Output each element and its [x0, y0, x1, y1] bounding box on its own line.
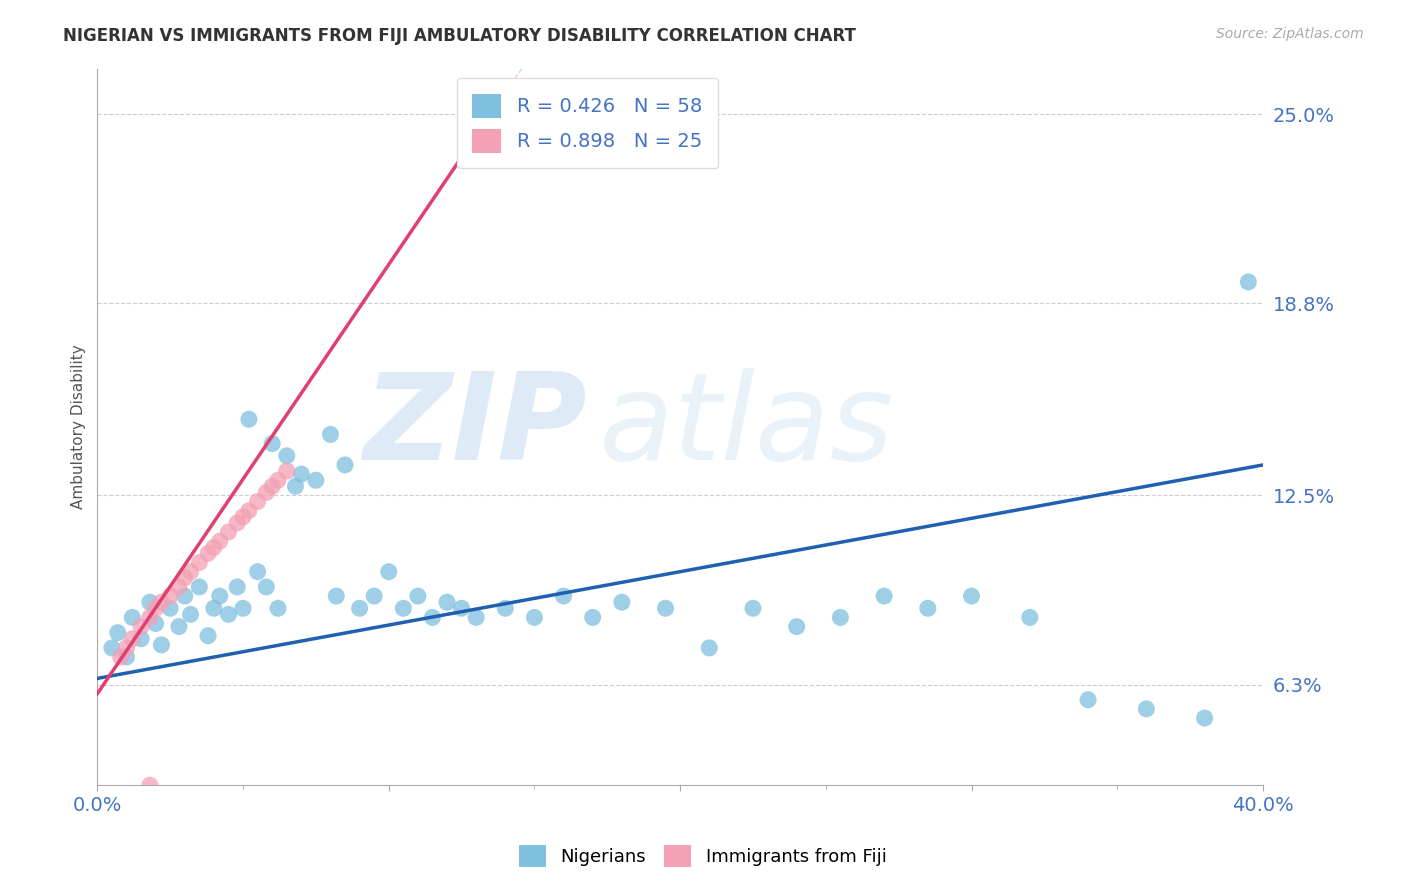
Point [150, 638, 173, 652]
Point [254, 485, 277, 500]
Point [139, 595, 162, 609]
Point [238, 412, 260, 426]
Point [697, 640, 720, 655]
Point [523, 610, 546, 624]
Point [284, 479, 307, 493]
Point [208, 534, 231, 549]
Text: atlas: atlas [599, 368, 894, 485]
Point [188, 580, 211, 594]
Point [786, 619, 808, 633]
Point [654, 601, 676, 615]
Point [465, 610, 488, 624]
Point [197, 546, 219, 560]
Point [226, 516, 249, 530]
Point [197, 629, 219, 643]
Point [188, 556, 211, 570]
Point [167, 580, 190, 594]
Point [145, 601, 167, 615]
Point [305, 473, 328, 487]
Point [232, 509, 254, 524]
Point [1194, 711, 1216, 725]
Legend: R = 0.426   N = 58, R = 0.898   N = 25: R = 0.426 N = 58, R = 0.898 N = 25 [457, 78, 718, 169]
Point [129, 619, 152, 633]
Point [553, 589, 575, 603]
Text: NIGERIAN VS IMMIGRANTS FROM FIJI AMBULATORY DISABILITY CORRELATION CHART: NIGERIAN VS IMMIGRANTS FROM FIJI AMBULAT… [63, 27, 856, 45]
Point [267, 601, 290, 615]
Point [436, 595, 458, 609]
Point [276, 449, 298, 463]
Point [238, 504, 260, 518]
Point [363, 589, 385, 603]
Point [325, 589, 347, 603]
Point [246, 494, 269, 508]
Point [254, 580, 277, 594]
Point [202, 541, 225, 555]
Point [262, 479, 284, 493]
Point [319, 427, 342, 442]
Point [333, 458, 356, 472]
Point [173, 571, 195, 585]
Point [208, 589, 231, 603]
Point [173, 589, 195, 603]
Point [960, 589, 983, 603]
Point [159, 589, 181, 603]
Point [232, 601, 254, 615]
Point [582, 610, 605, 624]
Point [139, 778, 162, 792]
Legend: Nigerians, Immigrants from Fiji: Nigerians, Immigrants from Fiji [512, 838, 894, 874]
Point [917, 601, 939, 615]
Point [129, 632, 152, 646]
Point [180, 565, 202, 579]
Point [159, 601, 181, 615]
Text: ZIP: ZIP [363, 368, 586, 485]
Point [115, 640, 138, 655]
Point [145, 616, 167, 631]
Y-axis label: Ambulatory Disability: Ambulatory Disability [72, 344, 86, 509]
Point [101, 640, 124, 655]
Point [139, 610, 162, 624]
Point [110, 650, 132, 665]
Point [246, 565, 269, 579]
Point [1077, 692, 1099, 706]
Point [167, 619, 190, 633]
Point [121, 632, 143, 646]
Point [392, 601, 415, 615]
Point [610, 595, 633, 609]
Point [873, 589, 896, 603]
Point [1237, 275, 1260, 289]
Point [180, 607, 202, 622]
Point [202, 601, 225, 615]
Point [349, 601, 371, 615]
Point [422, 610, 444, 624]
Point [115, 650, 138, 665]
Point [121, 610, 143, 624]
Point [218, 524, 240, 539]
Text: Source: ZipAtlas.com: Source: ZipAtlas.com [1216, 27, 1364, 41]
Point [1018, 610, 1040, 624]
Point [377, 565, 399, 579]
Point [267, 473, 290, 487]
Point [406, 589, 429, 603]
Point [1135, 702, 1157, 716]
Point [450, 601, 472, 615]
Point [150, 595, 173, 609]
Point [107, 625, 129, 640]
Point [290, 467, 312, 482]
Point [226, 580, 249, 594]
Point [218, 607, 240, 622]
Point [276, 464, 298, 478]
Point [262, 436, 284, 450]
Point [830, 610, 852, 624]
Point [494, 601, 516, 615]
Point [742, 601, 765, 615]
